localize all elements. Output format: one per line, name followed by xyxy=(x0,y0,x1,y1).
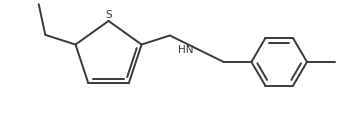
Text: HN: HN xyxy=(178,45,193,55)
Text: S: S xyxy=(105,10,112,20)
